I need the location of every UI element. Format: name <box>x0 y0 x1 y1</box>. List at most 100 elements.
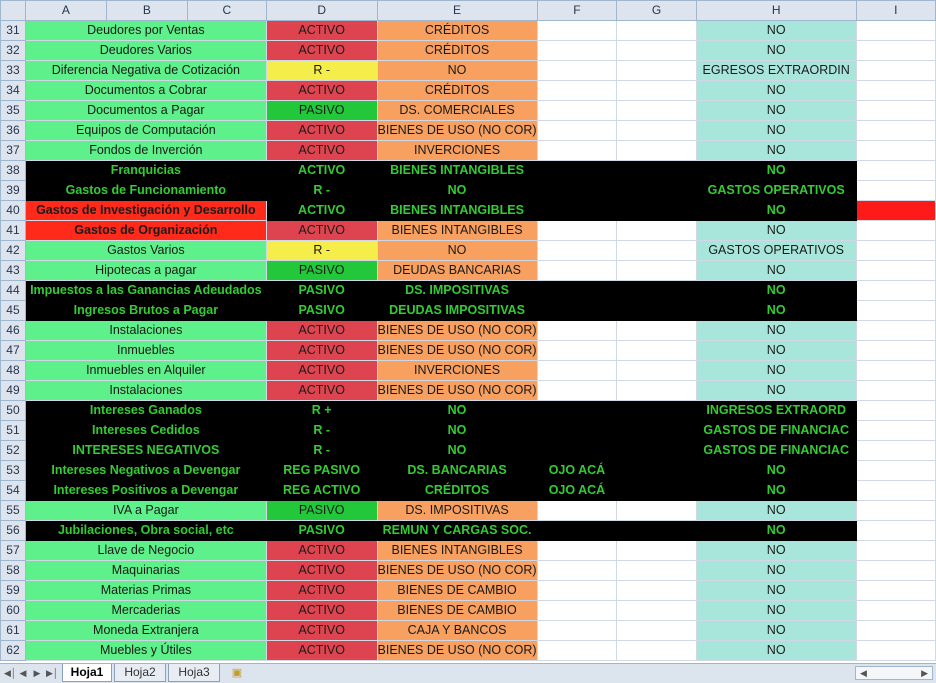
cell-result[interactable]: NO <box>695 580 857 601</box>
cell-empty[interactable] <box>855 220 936 241</box>
column-header-f[interactable]: F <box>536 0 618 21</box>
cell-note[interactable] <box>536 600 618 621</box>
cell-result[interactable]: NO <box>695 20 857 41</box>
column-header-i[interactable]: I <box>855 0 936 21</box>
cell-note[interactable] <box>536 240 618 261</box>
cell-category[interactable]: DS. BANCARIAS <box>376 460 538 481</box>
cell-empty[interactable] <box>855 140 936 161</box>
column-header-e[interactable]: E <box>376 0 538 21</box>
cell-category[interactable]: BIENES DE USO (NO COR) <box>376 640 538 661</box>
cell-type[interactable]: PASIVO <box>265 300 378 321</box>
row-header[interactable]: 55 <box>0 500 26 521</box>
cell-empty[interactable] <box>855 300 936 321</box>
cell-empty[interactable] <box>616 400 697 421</box>
cell-note[interactable] <box>536 280 618 301</box>
cell-account-name[interactable]: Gastos Varios <box>24 240 267 261</box>
cell-empty[interactable] <box>855 440 936 461</box>
cell-empty[interactable] <box>616 80 697 101</box>
prev-sheet-icon[interactable]: ◀ <box>19 668 27 678</box>
cell-empty[interactable] <box>855 400 936 421</box>
cell-type[interactable]: PASIVO <box>265 260 378 281</box>
select-all-corner[interactable] <box>0 0 26 21</box>
cell-empty[interactable] <box>616 580 697 601</box>
row-header[interactable]: 38 <box>0 160 26 181</box>
cell-empty[interactable] <box>855 20 936 41</box>
row-header[interactable]: 61 <box>0 620 26 641</box>
cell-note[interactable] <box>536 100 618 121</box>
row-header[interactable]: 33 <box>0 60 26 81</box>
cell-account-name[interactable]: INTERESES NEGATIVOS <box>24 440 267 461</box>
column-header-h[interactable]: H <box>695 0 857 21</box>
cell-type[interactable]: R - <box>265 240 378 261</box>
cell-type[interactable]: ACTIVO <box>265 140 378 161</box>
cell-empty[interactable] <box>855 580 936 601</box>
cell-account-name[interactable]: Muebles y Útiles <box>24 640 267 661</box>
cell-type[interactable]: ACTIVO <box>265 160 378 181</box>
cell-result[interactable]: NO <box>695 160 857 181</box>
column-header-d[interactable]: D <box>265 0 378 21</box>
cell-note[interactable] <box>536 560 618 581</box>
cell-account-name[interactable]: Deudores por Ventas <box>24 20 267 41</box>
cell-category[interactable]: BIENES INTANGIBLES <box>376 220 538 241</box>
cell-account-name[interactable]: Deudores Varios <box>24 40 267 61</box>
sheet-tab-hoja1[interactable]: Hoja1 <box>62 664 112 682</box>
cell-account-name[interactable]: Instalaciones <box>24 320 267 341</box>
cell-account-name[interactable]: Llave de Negocio <box>24 540 267 561</box>
cell-category[interactable]: BIENES DE CAMBIO <box>376 600 538 621</box>
cell-result[interactable]: NO <box>695 260 857 281</box>
cell-note[interactable] <box>536 60 618 81</box>
cell-category[interactable]: NO <box>376 440 538 461</box>
cell-account-name[interactable]: Moneda Extranjera <box>24 620 267 641</box>
cell-empty[interactable] <box>855 40 936 61</box>
cell-result[interactable]: NO <box>695 360 857 381</box>
cell-category[interactable]: DEUDAS IMPOSITIVAS <box>376 300 538 321</box>
column-header-g[interactable]: G <box>616 0 697 21</box>
row-header[interactable]: 31 <box>0 20 26 41</box>
cell-category[interactable]: DS. IMPOSITIVAS <box>376 280 538 301</box>
cell-empty[interactable] <box>616 260 697 281</box>
cell-result[interactable]: GASTOS DE FINANCIAC <box>695 420 857 441</box>
cell-result[interactable]: NO <box>695 40 857 61</box>
cell-account-name[interactable]: Intereses Positivos a Devengar <box>24 480 267 501</box>
cell-category[interactable]: BIENES INTANGIBLES <box>376 160 538 181</box>
cell-account-name[interactable]: Gastos de Organización <box>24 220 267 241</box>
cell-category[interactable]: CAJA Y BANCOS <box>376 620 538 641</box>
cell-type[interactable]: ACTIVO <box>265 360 378 381</box>
cell-category[interactable]: NO <box>376 420 538 441</box>
row-header[interactable]: 34 <box>0 80 26 101</box>
cell-empty[interactable] <box>855 240 936 261</box>
cell-note[interactable] <box>536 300 618 321</box>
cell-note[interactable] <box>536 120 618 141</box>
cell-account-name[interactable]: Diferencia Negativa de Cotización <box>24 60 267 81</box>
cell-result[interactable]: NO <box>695 80 857 101</box>
cell-result[interactable]: EGRESOS EXTRAORDIN <box>695 60 857 81</box>
cell-result[interactable]: NO <box>695 300 857 321</box>
insert-sheet-icon[interactable]: ▣ <box>231 667 243 679</box>
cell-category[interactable]: BIENES INTANGIBLES <box>376 540 538 561</box>
cell-empty[interactable] <box>855 380 936 401</box>
row-header[interactable]: 43 <box>0 260 26 281</box>
cell-empty[interactable] <box>616 560 697 581</box>
row-header[interactable]: 60 <box>0 600 26 621</box>
cell-type[interactable]: REG PASIVO <box>265 460 378 481</box>
cell-empty[interactable] <box>616 40 697 61</box>
row-header[interactable]: 56 <box>0 520 26 541</box>
cell-note[interactable] <box>536 180 618 201</box>
cell-account-name[interactable]: Franquicias <box>24 160 267 181</box>
row-header[interactable]: 39 <box>0 180 26 201</box>
cell-result[interactable]: INGRESOS EXTRAORD <box>695 400 857 421</box>
cell-result[interactable]: NO <box>695 460 857 481</box>
first-sheet-icon[interactable]: ◀│ <box>4 668 17 678</box>
cell-result[interactable]: NO <box>695 140 857 161</box>
cell-result[interactable]: GASTOS OPERATIVOS <box>695 180 857 201</box>
cell-note[interactable] <box>536 400 618 421</box>
scroll-right-icon[interactable]: ▶ <box>921 668 928 678</box>
row-header[interactable]: 35 <box>0 100 26 121</box>
cell-category[interactable]: NO <box>376 240 538 261</box>
cell-category[interactable]: BIENES DE USO (NO COR) <box>376 120 538 141</box>
row-header[interactable]: 58 <box>0 560 26 581</box>
row-header[interactable]: 52 <box>0 440 26 461</box>
cell-note[interactable] <box>536 380 618 401</box>
cell-note[interactable] <box>536 500 618 521</box>
cell-result[interactable]: NO <box>695 620 857 641</box>
